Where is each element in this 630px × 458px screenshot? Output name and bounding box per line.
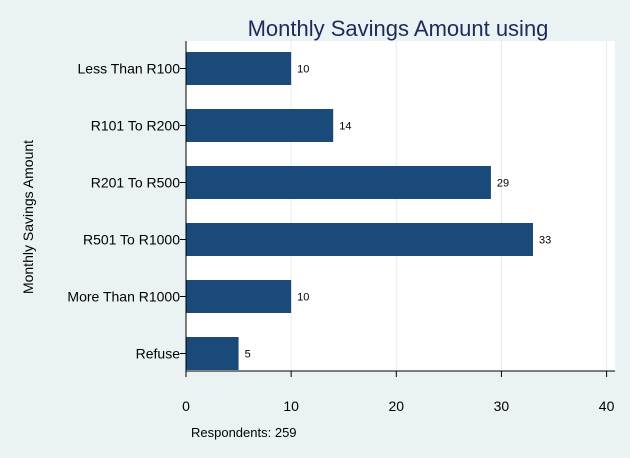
respondents-note: Respondents: 259	[191, 425, 297, 440]
category-label: Refuse	[136, 346, 181, 362]
value-label: 29	[497, 178, 509, 190]
plot-area	[186, 41, 615, 371]
x-tick-label: 30	[494, 398, 510, 414]
x-tick-label: 40	[599, 398, 615, 414]
category-label: R201 To R500	[91, 175, 180, 191]
category-label: Less Than R100	[78, 61, 181, 77]
y-axis-title: Monthly Savings Amount	[20, 140, 36, 294]
bar-2	[186, 166, 491, 199]
bar-0	[186, 52, 292, 85]
bar-3	[186, 223, 533, 256]
value-label: 33	[539, 235, 551, 247]
bar-1	[186, 109, 334, 142]
labels: 0 10 20 30 40 Less Than R100 10 R101 To R200 14 R…	[67, 61, 614, 415]
x-tick-label: 20	[389, 398, 405, 414]
value-label: 10	[297, 64, 309, 76]
axes	[180, 41, 615, 377]
category-label: R101 To R200	[91, 118, 180, 134]
x-tick-label: 10	[283, 398, 299, 414]
category-label: More Than R1000	[67, 289, 180, 305]
value-label: 10	[297, 292, 309, 304]
gridlines	[290, 41, 608, 371]
x-tick-label: 0	[182, 398, 190, 414]
category-label: R501 To R1000	[83, 232, 180, 248]
value-label: 14	[339, 121, 351, 133]
value-label: 5	[245, 349, 251, 361]
bar-4	[186, 280, 292, 313]
bars	[186, 52, 533, 370]
chart-title: Monthly Savings Amount using	[248, 16, 549, 41]
bar-5	[186, 337, 239, 370]
